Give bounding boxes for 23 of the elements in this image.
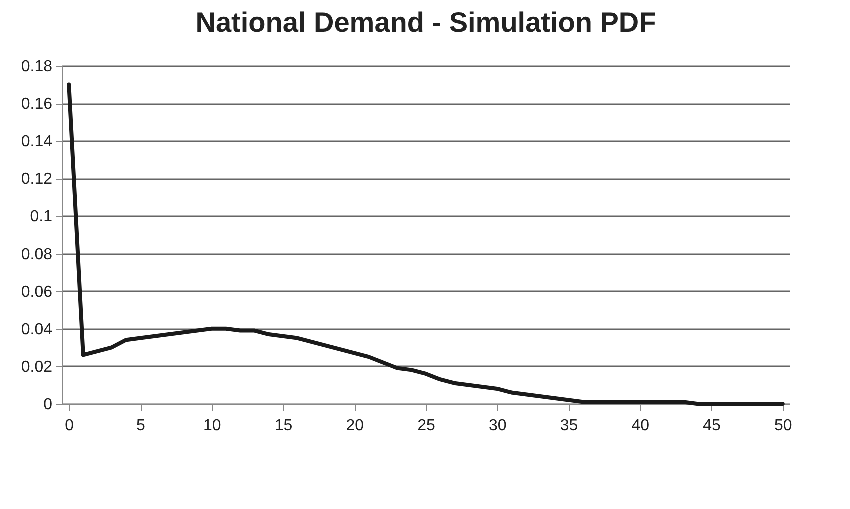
x-tick-label: 5 <box>136 418 146 434</box>
y-tick-label: 0.18 <box>21 58 53 76</box>
y-tick-label: 0 <box>44 396 53 414</box>
x-tick-label: 45 <box>703 418 721 434</box>
x-tick-label: 25 <box>418 418 436 434</box>
y-tick-label: 0.12 <box>21 171 53 188</box>
x-tick-label: 10 <box>203 418 222 434</box>
y-tick-label: 0.02 <box>21 358 53 376</box>
chart-title: National Demand - Simulation PDF <box>196 7 656 38</box>
x-tick-label: 35 <box>560 418 578 434</box>
y-tick-label: 0.14 <box>21 134 53 151</box>
x-tick-label: 50 <box>774 418 792 434</box>
y-tick-label: 0.08 <box>21 246 53 264</box>
x-tick-label: 0 <box>65 418 74 434</box>
y-tick-label: 0.16 <box>21 96 53 114</box>
y-tick-label: 0.06 <box>21 284 53 301</box>
y-tick-label: 0.1 <box>30 208 53 226</box>
x-tick-label: 40 <box>632 418 650 434</box>
y-tick-label: 0.04 <box>21 321 53 338</box>
line-series <box>67 82 785 406</box>
x-tick-label: 15 <box>274 418 293 434</box>
x-tick-label: 30 <box>488 418 507 434</box>
x-tick-label: 20 <box>346 418 364 434</box>
